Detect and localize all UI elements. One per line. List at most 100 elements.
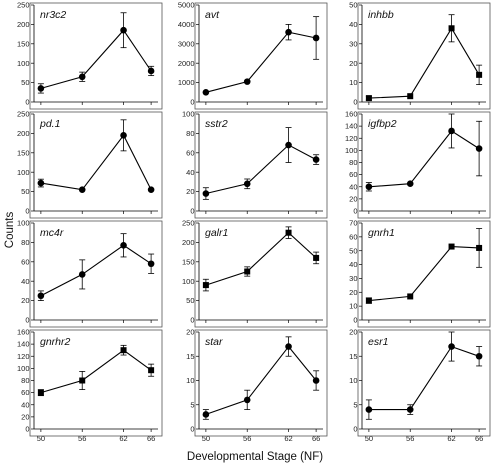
x-tick-label: 56: [78, 434, 86, 443]
y-tick-label: 4000: [178, 20, 195, 29]
y-tick-label: 20: [349, 59, 357, 68]
gene-label: galr1: [205, 227, 228, 239]
x-tick-label: 62: [119, 434, 127, 443]
series-line: [205, 144, 317, 195]
y-tick-label: 10: [349, 376, 357, 385]
panels-group: 050100150200250nr3c201000200030004000500…: [17, 1, 491, 443]
series-line: [368, 345, 480, 411]
y-tick-label: 20: [349, 328, 357, 337]
data-point: [476, 244, 483, 251]
gene-label: esr1: [368, 336, 388, 348]
y-tick-label: 5: [190, 400, 194, 409]
data-point: [243, 78, 251, 85]
series-line: [205, 231, 317, 286]
y-tick-label: 40: [186, 168, 194, 177]
y-tick-label: 0: [353, 425, 357, 434]
y-tick-label: 160: [17, 328, 30, 337]
x-tick-label: 62: [447, 434, 455, 443]
data-point: [312, 156, 320, 163]
data-point: [476, 71, 483, 78]
data-point: [285, 141, 292, 149]
y-tick-label: 0: [25, 207, 29, 216]
y-tick-label: 10: [349, 78, 357, 87]
y-tick-label: 0: [353, 207, 357, 216]
data-point: [243, 180, 251, 188]
y-tick-label: 80: [21, 238, 29, 247]
y-tick-label: 200: [17, 129, 30, 138]
y-tick-label: 100: [17, 219, 30, 228]
x-tick-label: 66: [475, 434, 483, 443]
panel-avt: 0 1000 2000 3000 4000 5000 avt: [178, 1, 328, 110]
y-tick-label: 20: [21, 296, 29, 305]
y-tick-label: 20: [349, 194, 357, 203]
x-tick-label: 50: [365, 434, 373, 443]
data-point: [147, 67, 155, 75]
data-point: [365, 406, 373, 413]
panel-frame: [194, 111, 328, 219]
data-point: [202, 411, 210, 418]
data-point: [244, 268, 251, 275]
y-tick-label: 60: [21, 257, 29, 266]
data-point: [37, 292, 45, 300]
series-line: [368, 27, 480, 99]
y-tick-label: 40: [349, 260, 357, 269]
y-tick-label: 140: [17, 340, 30, 349]
panel-frame: [29, 329, 163, 437]
gene-label: gnrhr2: [40, 336, 71, 348]
data-point: [285, 229, 292, 236]
y-tick-label: 5000: [178, 1, 195, 10]
y-tick-label: 200: [17, 20, 30, 29]
y-tick-label: 120: [17, 352, 30, 361]
series-line: [40, 349, 152, 394]
y-tick-label: 250: [17, 1, 30, 10]
panel-frame: [194, 2, 328, 110]
y-tick-label: 0: [25, 425, 29, 434]
y-tick-label: 20: [186, 187, 194, 196]
panel-frame: [357, 329, 491, 437]
y-tick-label: 30: [349, 39, 357, 48]
data-point: [448, 127, 455, 135]
y-tick-label: 5: [353, 400, 357, 409]
x-tick-label: 50: [37, 434, 45, 443]
series-line: [40, 29, 152, 89]
y-tick-label: 20: [349, 288, 357, 297]
data-point: [120, 347, 127, 354]
data-point: [285, 28, 292, 36]
panel-igfbp2: 0 20 40 60 80 100 120 140 160 igfbp2: [345, 110, 491, 219]
data-point: [448, 243, 455, 250]
panel-frame: [357, 220, 491, 328]
y-tick-label: 80: [186, 129, 194, 138]
panel-star: 0 5 10 15 20 50 56 62 66 star: [186, 328, 328, 443]
gene-label: nr3c2: [40, 9, 66, 21]
y-tick-label: 100: [17, 364, 30, 373]
y-tick-label: 50: [349, 246, 357, 255]
y-tick-label: 120: [345, 134, 358, 143]
panel-frame: [194, 220, 328, 328]
panel-gnrhr2: 0 20 40 60 80 100 120 140 160 50 56 62 66 gnrhr2: [17, 328, 163, 443]
gene-label: pd.1: [39, 118, 60, 130]
data-point: [147, 260, 155, 268]
series-line: [40, 244, 152, 297]
x-axis-title: Developmental Stage (NF): [187, 451, 323, 463]
data-point: [365, 297, 372, 304]
panel-frame: [357, 111, 491, 219]
y-tick-label: 0: [353, 316, 357, 325]
y-tick-label: 80: [21, 376, 29, 385]
panel-pd-1: 0 50 100 150 200 250 pd.1: [17, 110, 163, 219]
x-tick-label: 66: [312, 434, 320, 443]
data-point: [406, 180, 414, 188]
data-point: [202, 282, 209, 289]
y-tick-label: 100: [17, 168, 30, 177]
data-point: [37, 85, 45, 92]
data-point: [78, 271, 86, 278]
y-tick-label: 50: [349, 1, 357, 10]
gene-label: avt: [205, 9, 220, 21]
series-line: [205, 31, 317, 93]
y-tick-label: 150: [182, 257, 195, 266]
data-point: [120, 242, 127, 249]
data-point: [202, 89, 210, 96]
gene-label: sstr2: [205, 118, 228, 130]
data-point: [312, 377, 320, 384]
y-tick-label: 150: [17, 148, 30, 157]
